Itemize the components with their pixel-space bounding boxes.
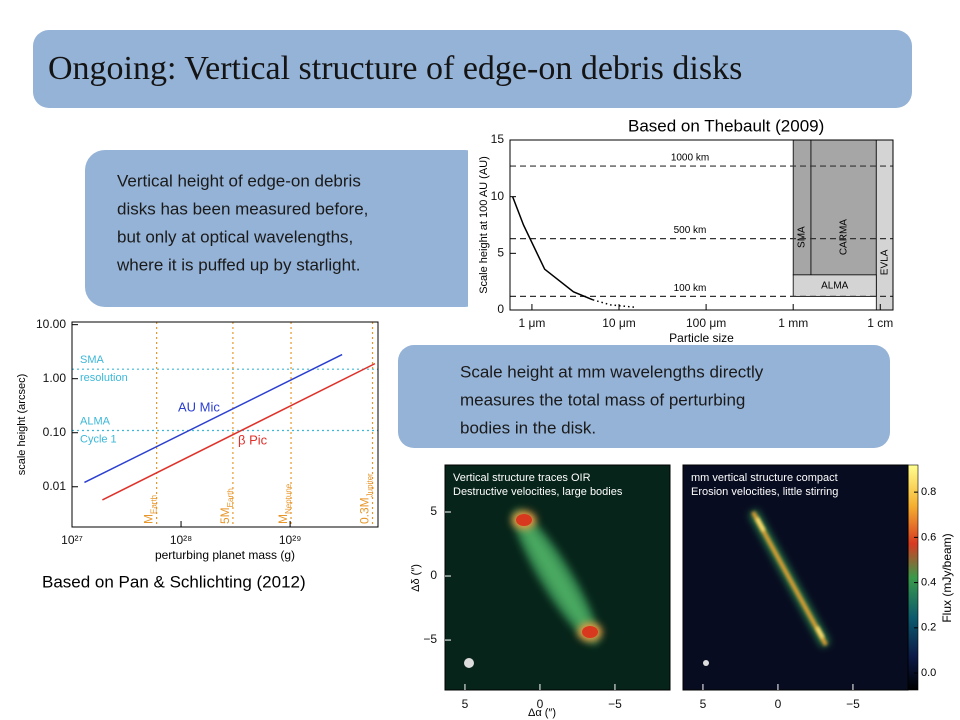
reference-label: 0.3MJupiter <box>358 473 374 524</box>
reference-label: 500 km <box>674 225 707 236</box>
text-box <box>85 150 485 307</box>
reference-label: MEarth <box>142 495 158 524</box>
y-tick-label: 0 <box>497 302 504 316</box>
label-main: 0.3M <box>358 497 372 524</box>
x-axis-label: perturbing planet mass (g) <box>155 548 295 562</box>
text-line: Vertical height of edge-on debris <box>117 171 361 190</box>
x-axis-label: Δα (″) <box>528 707 556 719</box>
text-line: where it is puffed up by starlight. <box>116 255 361 274</box>
colorbar-tick-label: 0.6 <box>921 531 936 543</box>
y-tick-label: 0.10 <box>43 425 67 439</box>
data-line <box>592 299 635 308</box>
x-tick-label: 5 <box>700 697 707 711</box>
data-line <box>84 353 343 484</box>
y-tick-label: 0 <box>430 568 437 582</box>
reference-label: SMA <box>80 354 105 366</box>
x-tick-label: −5 <box>608 697 622 711</box>
series-label: β Pic <box>238 432 268 447</box>
text-line: bodies in the disk. <box>460 418 596 437</box>
text-line: Scale height at mm wavelengths directly <box>460 362 764 381</box>
y-tick-label: 10 <box>491 189 505 203</box>
y-tick-label: 5 <box>497 246 504 260</box>
x-tick-label: −5 <box>846 697 860 711</box>
y-tick-label: −5 <box>423 632 437 646</box>
x-tick-label: 10²⁹ <box>279 533 301 547</box>
panel-title: Erosion velocities, little stirring <box>691 486 838 498</box>
y-axis-label: Δδ (″) <box>410 564 422 592</box>
x-tick-label: 0 <box>537 697 544 711</box>
label-main: M <box>276 514 290 524</box>
y-axis-label: Scale height at 100 AU (AU) <box>478 156 490 294</box>
plot-frame <box>509 139 894 311</box>
text-line: measures the total mass of perturbing <box>460 390 745 409</box>
chart-background <box>28 316 386 564</box>
reference-label: resolution <box>80 372 128 384</box>
region-label: CARMA <box>838 219 849 255</box>
map-image <box>683 465 908 690</box>
x-tick-label: 1 cm <box>867 316 893 330</box>
label-subscript: Jupiter <box>365 473 374 497</box>
region-label: EVLA <box>879 249 890 275</box>
reference-label: 100 km <box>674 283 707 294</box>
colorbar-tick-label: 0.2 <box>921 622 936 634</box>
panel-title: Vertical structure traces OIR <box>453 472 591 484</box>
x-tick-label: 100 μm <box>686 316 726 330</box>
region-label: ALMA <box>821 280 849 291</box>
y-tick-label: 15 <box>491 132 505 146</box>
x-tick-label: 1 mm <box>778 316 808 330</box>
x-tick-label: 5 <box>462 697 469 711</box>
text-line: but only at optical wavelengths, <box>117 227 353 246</box>
x-tick-label: 0 <box>775 697 782 711</box>
map-image <box>445 465 670 690</box>
colorbar-tick-label: 0.4 <box>921 576 936 588</box>
x-tick-label: 10²⁸ <box>170 533 192 547</box>
region-label: SMA <box>797 226 808 248</box>
title-banner <box>33 30 912 108</box>
colorbar-tick-label: 0.0 <box>921 667 936 679</box>
caption: Based on Pan & Schlichting (2012) <box>42 572 306 591</box>
colorbar-tick-label: 0.8 <box>921 486 936 498</box>
reference-label: 1000 km <box>671 153 709 164</box>
y-tick-label: 5 <box>430 504 437 518</box>
reference-label: 5MEarth <box>218 488 234 524</box>
map-frame <box>682 464 909 691</box>
x-axis-label: Particle size <box>669 331 734 345</box>
colorbar-label: Flux (mJy/beam) <box>940 533 954 622</box>
label-subscript: Earth <box>226 488 235 507</box>
caption: Based on Thebault (2009) <box>628 116 824 135</box>
text-line: disks has been measured before, <box>117 199 368 218</box>
slide-title: Ongoing: Vertical structure of edge-on d… <box>48 50 742 87</box>
map-frame <box>444 464 671 691</box>
label-main: M <box>142 514 156 524</box>
label-subscript: Neptune <box>284 483 293 514</box>
x-tick-label: 1 μm <box>518 316 545 330</box>
data-line <box>102 362 376 501</box>
y-tick-label: 10.00 <box>36 317 66 331</box>
data-line <box>511 196 594 301</box>
panel-title: mm vertical structure compact <box>691 472 838 484</box>
y-tick-label: 0.01 <box>43 479 67 493</box>
reference-label: Cycle 1 <box>80 433 117 445</box>
reference-label: ALMA <box>80 415 111 427</box>
label-subscript: Earth <box>149 495 158 514</box>
colorbar <box>907 464 919 691</box>
series-label: AU Mic <box>178 399 220 414</box>
text-box <box>398 345 890 448</box>
label-main: 5M <box>218 507 232 524</box>
region <box>792 139 812 276</box>
panel-title: Destructive velocities, large bodies <box>453 486 623 498</box>
reference-label: MNeptune <box>276 483 292 524</box>
y-axis-label: scale height (arcsec) <box>16 374 28 476</box>
plot-frame <box>71 321 379 528</box>
y-tick-label: 1.00 <box>43 371 67 385</box>
x-tick-label: 10²⁷ <box>61 533 83 547</box>
x-tick-label: 10 μm <box>602 316 636 330</box>
